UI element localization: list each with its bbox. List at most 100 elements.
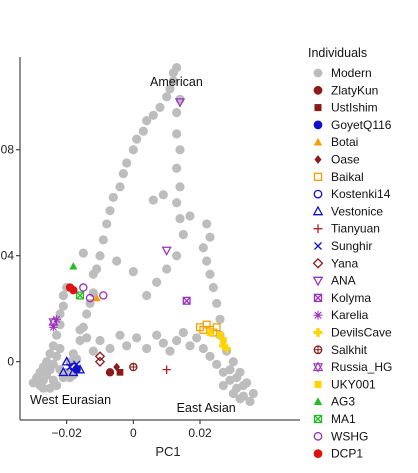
point-oase-0 [113,362,121,372]
point-modern-34 [82,309,92,319]
point-modern-120 [235,394,245,404]
point-modern-42 [108,192,118,203]
legend-marker-uky001 [314,380,322,388]
legend-marker-vestonice [312,205,324,216]
legend-item-devilscave: DevilsCave [313,326,392,340]
point-modern-69 [142,290,152,301]
point-modern-112 [88,346,98,356]
point-modern-14 [55,343,65,354]
point-modern-116 [232,373,242,383]
point-modern-46 [128,145,138,155]
point-modern-80 [202,256,212,266]
point-modern-113 [82,333,92,343]
point-modern-78 [205,232,215,242]
series-salkhit [129,362,138,372]
legend-marker-ma1 [313,414,323,424]
point-ana-1 [161,246,172,256]
series-modern [28,62,258,407]
point-modern-61 [172,163,182,173]
series-tianyuan [162,365,171,374]
point-modern-119 [218,380,228,391]
point-modern-99 [192,333,202,343]
legend-item-ana: ANA [312,274,356,288]
point-modern-13 [52,330,62,340]
point-modern-16 [55,309,65,319]
point-modern-110 [105,343,115,354]
legend-item-ma1: MA1 [313,412,356,426]
axis-ticks: −0.02 0 0.02 0 04 08 [1,143,212,440]
legend-item-russia-hg: Russia_HG [312,360,392,374]
point-vestonice-1 [58,366,69,377]
point-modern-114 [75,325,85,335]
point-modern-100 [185,341,195,351]
legend-label-russia-hg: Russia_HG [331,360,392,374]
point-ma1-0 [75,291,85,300]
legend-label-wshg: WSHG [331,429,368,443]
legend-item-botai: Botai [313,135,358,149]
legend-item-oase: Oase [314,153,360,167]
point-modern-103 [165,346,175,356]
point-modern-43 [115,182,125,192]
legend-item-ag3: AG3 [313,395,355,409]
point-modern-15 [55,320,65,330]
point-vestonice-2 [68,366,79,377]
point-modern-98 [198,343,208,354]
plot-area [28,62,258,407]
series-ustishim [116,368,124,376]
legend-label-ag3: AG3 [331,395,355,409]
point-modern-63 [172,198,182,208]
legend-label-devilscave: DevilsCave [331,326,392,340]
legend-marker-karelia [313,310,323,320]
legend-marker-sunghir [314,242,322,250]
series-ana [161,98,186,256]
point-modern-64 [175,214,185,224]
legend-marker-baikal [313,172,323,181]
legend-marker-dcp1 [313,449,323,458]
legend-marker-botai [313,137,323,146]
x-axis-title: PC1 [155,444,180,459]
point-modern-68 [152,277,162,287]
point-modern-40 [102,219,112,229]
point-modern-41 [105,206,115,216]
point-vestonice-3 [74,364,86,374]
point-ag3-0 [69,262,78,270]
point-modern-97 [205,351,215,362]
legend-label-kolyma: Kolyma [331,291,371,305]
point-modern-52 [162,92,172,102]
point-modern-87 [228,357,238,367]
point-modern-53 [165,84,175,94]
legend-marker-kostenki14 [313,189,323,199]
point-modern-90 [248,388,258,399]
point-modern-17 [58,301,68,311]
legend-label-sunghir: Sunghir [331,239,372,253]
point-wshg-0 [79,283,88,292]
y-tick-label-0: 0 [7,355,14,369]
point-tianyuan-0 [162,365,171,374]
point-modern-45 [122,158,132,168]
point-sunghir-1 [72,360,81,369]
series-kolyma [182,296,191,305]
point-modern-117 [238,380,248,391]
point-devilscave-1 [222,344,231,353]
point-modern-12 [52,351,62,362]
legend-label-yana: Yana [331,256,358,270]
legend-marker-ana [312,276,324,287]
legend-label-salkhit: Salkhit [331,343,368,357]
point-modern-47 [132,134,142,144]
point-modern-58 [172,108,182,118]
legend-item-wshg: WSHG [313,429,368,443]
legend-marker-goyetq116 [313,120,323,130]
point-modern-104 [158,338,168,348]
legend-item-sunghir: Sunghir [314,239,372,253]
legend-label-baikal: Baikal [331,170,364,184]
series-dcp1 [65,283,78,295]
point-modern-44 [118,168,128,179]
legend-label-ustishim: UstIshim [331,101,378,115]
y-tick-label-2: 08 [1,143,15,157]
point-modern-107 [132,333,142,343]
point-modern-115 [225,365,235,375]
legend-label-oase: Oase [331,153,360,167]
legend-item-karelia: Karelia [313,308,369,322]
legend-marker-devilscave [313,328,323,337]
point-modern-77 [202,219,212,229]
